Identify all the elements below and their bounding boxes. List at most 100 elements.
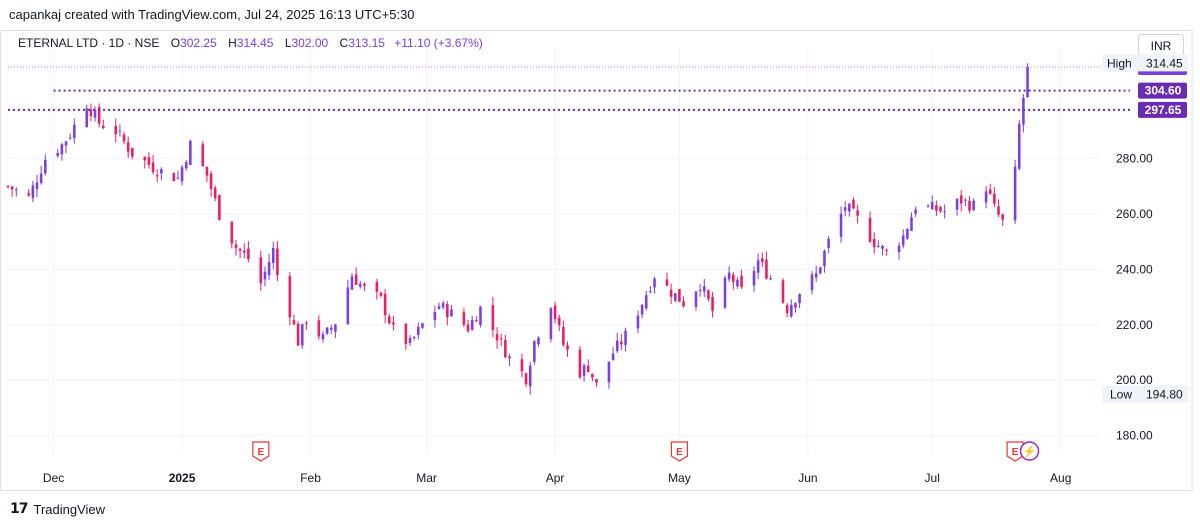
chart-header: capankaj created with TradingView.com, J… [0,0,1200,30]
candle-body [433,312,437,320]
candle-body [732,274,735,283]
candle-body [271,248,275,263]
earnings-event-marker [670,441,689,462]
price-label-value: 304.60 [1145,84,1182,98]
candle-body [495,334,499,341]
open-label: O [170,36,181,50]
candle-body [553,305,557,320]
candle-body [698,289,702,292]
high-marker-label: High [1107,56,1132,70]
candle-body [180,167,184,182]
candle-body [379,292,383,296]
candle-body [926,205,930,207]
candle-body [122,134,126,142]
price-chart[interactable]: 180.00 200.00 220.00 240.00 260.00 280.00 Dec 2… [0,30,1194,491]
candle-body [761,258,764,263]
x-tick-label: May [668,471,691,485]
candle-body [421,323,424,328]
candle-body [914,209,917,214]
candle-body [723,277,727,308]
credit-text: capankaj created with TradingView.com, J… [9,7,415,22]
y-tick-label: 240.00 [1116,262,1153,276]
candle-body [1026,66,1029,98]
candle-body [935,205,938,211]
candle-body [736,279,739,287]
candle-body [644,295,648,309]
y-tick-label: 280.00 [1116,152,1153,166]
candle-body [172,173,176,182]
candle-body [60,144,64,155]
candle-body [263,271,267,280]
candle-body [151,162,155,173]
candle-body [27,193,31,196]
chart-frame [0,30,1194,491]
candle-body [383,293,387,316]
candle-body [213,187,217,199]
candle-body [611,353,615,360]
candle-body [591,373,594,378]
candle-body [852,199,855,209]
candle-body [694,291,698,307]
candle-body [881,245,884,249]
candle-body [524,373,528,385]
candle-body [288,276,292,318]
candle-body [508,356,511,359]
candle-body [321,334,325,340]
candle-body [155,175,159,177]
candle-body [466,324,470,332]
low-marker-label: Low [1110,388,1132,402]
candle-body [885,250,888,252]
x-tick-label: Feb [300,471,321,485]
price-label-box [1138,82,1187,99]
price-label-value: 297.65 [1145,103,1182,117]
candle-body [595,379,598,383]
candle-body [607,361,611,383]
candle-body [673,293,677,301]
candle-body [868,218,872,242]
candle-body [176,177,180,179]
brand-name: TradingView [33,501,106,517]
symbol-name[interactable]: ETERNAL LTD · 1D · NSE [18,36,160,50]
candle-body [877,245,880,247]
candle-body [404,323,408,344]
tradingview-brand[interactable]: 17 TradingView [10,501,105,517]
candle-body [218,195,221,220]
candle-body [819,267,822,274]
candle-body [984,191,988,203]
candle-body [993,193,996,204]
candle-body [856,210,859,216]
candle-body [1001,214,1004,220]
candle-body [201,144,205,167]
candle-body [939,207,942,212]
candle-body [665,279,669,286]
candle-body [64,141,68,146]
candle-body [636,315,640,329]
high-marker-value: 314.45 [1146,56,1183,70]
candle-body [756,260,760,273]
candle-body [615,340,619,352]
candle-body [582,365,586,376]
y-tick-label: 220.00 [1116,318,1153,332]
candle-body [972,200,975,210]
candle-body [533,341,536,362]
high-marker-box [1102,54,1188,72]
candle-body [441,302,445,308]
candle-body [93,109,97,118]
earnings-event-label: E [257,447,264,458]
candle-body [839,213,843,237]
candle-body [707,290,710,299]
candle-body [358,283,362,287]
candle-body [479,306,482,325]
candle-body [649,291,652,293]
earnings-event-marker [1006,441,1024,462]
candle-body [462,312,466,325]
candle-body [537,337,540,345]
candle-body [230,221,234,244]
candle-body [329,327,333,330]
low-marker-box [1102,385,1188,403]
candle-body [769,278,772,280]
candle-body [955,198,959,210]
candle-body [276,248,279,276]
candle-body [259,257,263,284]
symbol-legend[interactable]: ETERNAL LTD · 1D · NSE O302.25 H314.45 L… [18,36,483,50]
